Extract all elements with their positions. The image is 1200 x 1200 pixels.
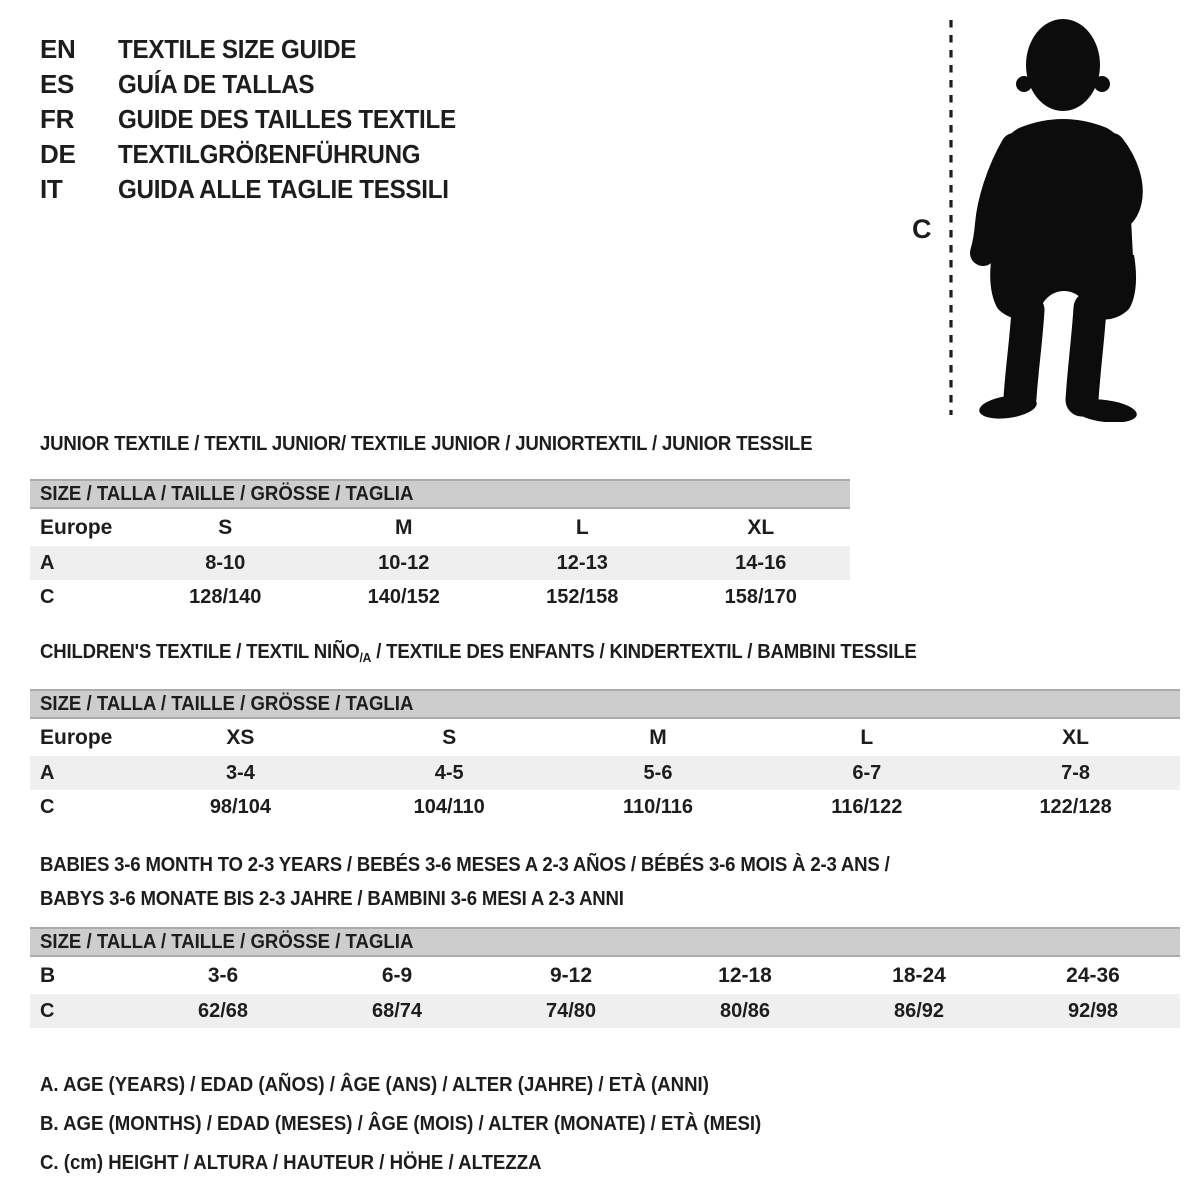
age-cell: 7-8 <box>1061 761 1091 784</box>
junior-age-row: A 8-10 10-12 12-13 14-16 <box>30 546 850 580</box>
language-code: FR <box>40 104 75 134</box>
height-cell: 62/68 <box>197 999 249 1022</box>
row-label: B <box>40 963 56 987</box>
height-cell: 122/128 <box>1039 795 1112 818</box>
junior-size-header-text: SIZE / TALLA / TAILLE / GRÖSSE / TAGLIA <box>40 483 414 505</box>
babies-size-table: SIZE / TALLA / TAILLE / GRÖSSE / TAGLIA … <box>30 927 1180 1028</box>
height-cell: 110/116 <box>622 795 694 818</box>
babies-size-header-text: SIZE / TALLA / TAILLE / GRÖSSE / TAGLIA <box>40 931 414 953</box>
language-row: FR GUIDE DES TAILLES TEXTILE <box>40 102 481 137</box>
language-title: TEXTILGRÖßENFÜHRUNG <box>118 139 421 169</box>
age-cell: 18-24 <box>892 963 946 987</box>
language-code: DE <box>40 139 76 169</box>
babies-title-line1: BABIES 3-6 MONTH TO 2-3 YEARS / BEBÉS 3-… <box>40 854 890 876</box>
language-row: EN TEXTILE SIZE GUIDE <box>40 32 481 67</box>
age-cell: 3-4 <box>225 761 255 784</box>
height-cell: 104/110 <box>413 795 485 818</box>
age-cell: 8-10 <box>205 551 246 574</box>
children-size-header: SIZE / TALLA / TAILLE / GRÖSSE / TAGLIA <box>30 689 1180 719</box>
legend-height-cm: C. (cm) HEIGHT / ALTURA / HAUTEUR / HÖHE… <box>40 1152 542 1174</box>
babies-size-header: SIZE / TALLA / TAILLE / GRÖSSE / TAGLIA <box>30 927 1180 957</box>
size-cell: XS <box>226 725 255 749</box>
height-cell: 74/80 <box>545 999 597 1022</box>
junior-height-row: C 128/140 140/152 152/158 158/170 <box>30 580 850 614</box>
row-label: A <box>40 761 55 784</box>
height-cell: 92/98 <box>1067 999 1119 1022</box>
language-row: IT GUIDA ALLE TAGLIE TESSILI <box>40 172 481 207</box>
height-cell: 80/86 <box>719 999 771 1022</box>
babies-height-row: C 62/68 68/74 74/80 80/86 86/92 92/98 <box>30 994 1180 1028</box>
children-size-header-text: SIZE / TALLA / TAILLE / GRÖSSE / TAGLIA <box>40 693 414 715</box>
language-title: GUIDE DES TAILLES TEXTILE <box>118 104 456 134</box>
junior-section-title-text: JUNIOR TEXTILE / TEXTIL JUNIOR/ TEXTILE … <box>40 433 813 455</box>
language-row: DE TEXTILGRÖßENFÜHRUNG <box>40 137 481 172</box>
children-section-title: CHILDREN'S TEXTILE / TEXTIL NIÑO/A / TEX… <box>40 641 983 665</box>
row-label: Europe <box>40 725 113 749</box>
height-cell: 140/152 <box>367 585 440 608</box>
size-cell: M <box>649 725 667 749</box>
language-title: GUÍA DE TALLAS <box>118 69 315 99</box>
age-cell: 24-36 <box>1066 963 1120 987</box>
junior-section-title: JUNIOR TEXTILE / TEXTIL JUNIOR/ TEXTILE … <box>40 433 870 456</box>
age-cell: 5-6 <box>643 761 673 784</box>
age-cell: 3-6 <box>207 963 239 987</box>
junior-europe-row: Europe S M L XL <box>30 509 850 546</box>
age-cell: 12-18 <box>718 963 772 987</box>
age-cell: 4-5 <box>434 761 464 784</box>
size-cell: XL <box>1062 725 1089 749</box>
language-title: GUIDA ALLE TAGLIE TESSILI <box>118 174 449 204</box>
legend-age-months: B. AGE (MONTHS) / EDAD (MESES) / ÂGE (MO… <box>40 1113 762 1135</box>
size-cell: L <box>860 725 874 749</box>
row-label: C <box>40 585 55 608</box>
junior-size-header: SIZE / TALLA / TAILLE / GRÖSSE / TAGLIA <box>30 479 850 509</box>
legend-age-years: A. AGE (YEARS) / EDAD (AÑOS) / ÂGE (ANS)… <box>40 1074 709 1096</box>
children-height-row: C 98/104 104/110 110/116 116/122 122/128 <box>30 790 1180 824</box>
language-code: ES <box>40 69 75 99</box>
children-size-table: SIZE / TALLA / TAILLE / GRÖSSE / TAGLIA … <box>30 689 1180 824</box>
babies-section-title: BABIES 3-6 MONTH TO 2-3 YEARS / BEBÉS 3-… <box>40 848 954 916</box>
size-cell: S <box>442 725 457 749</box>
height-cell: 116/122 <box>831 795 903 818</box>
babies-title-line2: BABYS 3-6 MONATE BIS 2-3 JAHRE / BAMBINI… <box>40 888 624 910</box>
children-europe-row: Europe XS S M L XL <box>30 719 1180 756</box>
children-age-row: A 3-4 4-5 5-6 6-7 7-8 <box>30 756 1180 790</box>
height-cell: 128/140 <box>189 585 262 608</box>
size-cell: S <box>218 515 233 539</box>
language-list: EN TEXTILE SIZE GUIDE ES GUÍA DE TALLAS … <box>40 32 481 207</box>
height-cell: 158/170 <box>724 585 797 608</box>
children-title-subscript: /A <box>359 650 372 665</box>
toddler-silhouette <box>970 19 1143 422</box>
height-measure-label: C <box>912 214 932 244</box>
toddler-silhouette-figure <box>949 19 1143 422</box>
row-label: C <box>40 999 55 1022</box>
junior-size-table: SIZE / TALLA / TAILLE / GRÖSSE / TAGLIA … <box>30 479 850 614</box>
language-row: ES GUÍA DE TALLAS <box>40 67 481 102</box>
age-cell: 9-12 <box>549 963 593 987</box>
children-title-text: CHILDREN'S TEXTILE / TEXTIL NIÑO <box>40 641 360 663</box>
age-cell: 10-12 <box>378 551 430 574</box>
measure-legend: A. AGE (YEARS) / EDAD (AÑOS) / ÂGE (ANS)… <box>40 1066 816 1183</box>
language-title: TEXTILE SIZE GUIDE <box>118 34 357 64</box>
height-cell: 98/104 <box>209 795 271 818</box>
age-cell: 6-9 <box>381 963 413 987</box>
language-code: IT <box>40 174 63 204</box>
row-label: A <box>40 551 55 574</box>
size-cell: M <box>395 515 413 539</box>
children-title-rest: / TEXTILE DES ENFANTS / KINDERTEXTIL / B… <box>371 641 917 663</box>
language-code: EN <box>40 34 76 64</box>
size-cell: XL <box>747 515 775 539</box>
age-cell: 12-13 <box>556 551 608 574</box>
age-cell: 14-16 <box>735 551 787 574</box>
row-label: C <box>40 795 55 818</box>
size-cell: L <box>575 515 589 539</box>
height-cell: 152/158 <box>546 585 619 608</box>
row-label: Europe <box>40 515 113 539</box>
height-cell: 86/92 <box>893 999 945 1022</box>
age-cell: 6-7 <box>852 761 882 784</box>
babies-age-row: B 3-6 6-9 9-12 12-18 18-24 24-36 <box>30 957 1180 994</box>
height-cell: 68/74 <box>371 999 423 1022</box>
